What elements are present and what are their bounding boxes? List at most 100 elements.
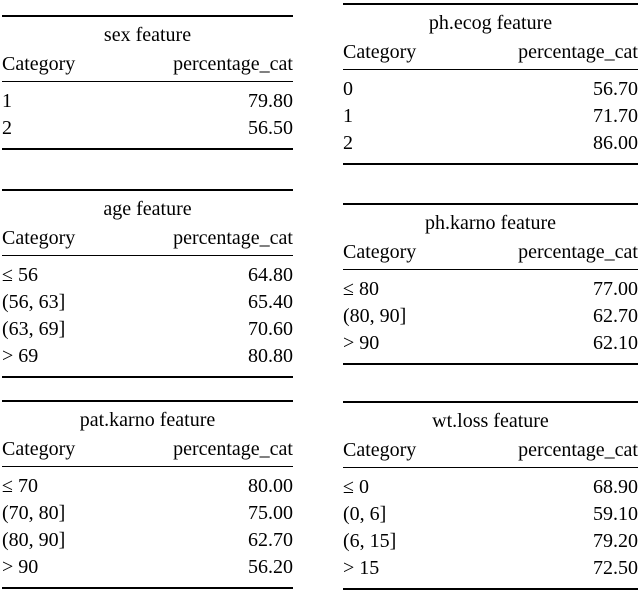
category-cell: 1: [343, 105, 353, 127]
category-cell: (80, 90]: [2, 529, 66, 551]
value-cell: 80.00: [248, 475, 293, 497]
table-ph-karno-feature: ph.karno feature Category percentage_cat…: [343, 203, 638, 365]
table-row: > 69 80.80: [2, 343, 293, 370]
column-header-category: Category: [2, 438, 76, 460]
table-row: > 15 72.50: [343, 555, 638, 582]
value-cell: 56.50: [248, 117, 293, 139]
table-body: ≤ 80 77.00 (80, 90] 62.70 > 90 62.10: [343, 270, 638, 363]
value-cell: 56.70: [593, 78, 638, 100]
table-title: ph.karno feature: [424, 212, 557, 234]
category-cell: (70, 80]: [2, 502, 66, 524]
column-header-percentage-cat: percentage_cat: [173, 438, 293, 460]
table-row: ≤ 80 77.00: [343, 276, 638, 303]
column-header-percentage-cat: percentage_cat: [173, 53, 293, 75]
value-cell: 80.80: [248, 345, 293, 367]
category-cell: ≤ 70: [2, 475, 38, 497]
column-header-percentage-cat: percentage_cat: [518, 439, 638, 461]
value-cell: 77.00: [593, 278, 638, 300]
value-cell: 79.20: [593, 530, 638, 552]
table-title: age feature: [103, 198, 192, 220]
category-cell: (80, 90]: [343, 305, 407, 327]
column-header-row: Category percentage_cat: [343, 238, 638, 266]
table-row: (6, 15] 79.20: [343, 528, 638, 555]
category-cell: 1: [2, 90, 12, 112]
table-pat-karno-feature: pat.karno feature Category percentage_ca…: [2, 400, 293, 589]
table-row: 0 56.70: [343, 76, 638, 103]
table-body: ≤ 0 68.90 (0, 6] 59.10 (6, 15] 79.20 > 1…: [343, 468, 638, 588]
table-row: > 90 56.20: [2, 554, 293, 581]
category-cell: (63, 69]: [2, 318, 66, 340]
column-header-percentage-cat: percentage_cat: [518, 241, 638, 263]
table-head: wt.loss feature Category percentage_cat: [343, 403, 638, 468]
value-cell: 62.70: [248, 529, 293, 551]
table-row: 1 79.80: [2, 88, 293, 115]
category-cell: ≤ 80: [343, 278, 379, 300]
column-header-category: Category: [2, 227, 76, 249]
table-head: pat.karno feature Category percentage_ca…: [2, 402, 293, 467]
value-cell: 65.40: [248, 291, 293, 313]
value-cell: 72.50: [593, 557, 638, 579]
column-header-row: Category percentage_cat: [343, 38, 638, 66]
category-cell: > 90: [2, 556, 39, 578]
table-title: wt.loss feature: [432, 410, 549, 432]
value-cell: 56.20: [248, 556, 293, 578]
column-header-row: Category percentage_cat: [2, 50, 293, 78]
value-cell: 59.10: [593, 503, 638, 525]
column-header-category: Category: [343, 41, 417, 63]
table-row: 2 56.50: [2, 115, 293, 142]
table-head: ph.karno feature Category percentage_cat: [343, 205, 638, 270]
table-ph-ecog-feature: ph.ecog feature Category percentage_cat …: [343, 3, 638, 165]
value-cell: 68.90: [593, 476, 638, 498]
value-cell: 75.00: [248, 502, 293, 524]
table-head: sex feature Category percentage_cat: [2, 17, 293, 82]
category-cell: > 15: [343, 557, 380, 579]
category-cell: 2: [2, 117, 12, 139]
category-cell: (6, 15]: [343, 530, 397, 552]
table-row: ≤ 70 80.00: [2, 473, 293, 500]
value-cell: 70.60: [248, 318, 293, 340]
value-cell: 86.00: [593, 132, 638, 154]
column-header-row: Category percentage_cat: [2, 435, 293, 463]
category-cell: > 90: [343, 332, 380, 354]
table-sex-feature: sex feature Category percentage_cat 1 79…: [2, 15, 293, 150]
column-header-percentage-cat: percentage_cat: [518, 41, 638, 63]
table-age-feature: age feature Category percentage_cat ≤ 56…: [2, 189, 293, 378]
table-row: 2 86.00: [343, 130, 638, 157]
table-row: (63, 69] 70.60: [2, 316, 293, 343]
category-cell: 2: [343, 132, 353, 154]
value-cell: 62.10: [593, 332, 638, 354]
category-cell: (0, 6]: [343, 503, 387, 525]
column-header-row: Category percentage_cat: [343, 436, 638, 464]
column-header-percentage-cat: percentage_cat: [173, 227, 293, 249]
value-cell: 62.70: [593, 305, 638, 327]
category-cell: ≤ 0: [343, 476, 369, 498]
column-header-category: Category: [343, 439, 417, 461]
table-row: 1 71.70: [343, 103, 638, 130]
table-row: ≤ 0 68.90: [343, 474, 638, 501]
table-row: (70, 80] 75.00: [2, 500, 293, 527]
table-head: ph.ecog feature Category percentage_cat: [343, 5, 638, 70]
value-cell: 64.80: [248, 264, 293, 286]
table-wt-loss-feature: wt.loss feature Category percentage_cat …: [343, 401, 638, 590]
table-row: (80, 90] 62.70: [343, 303, 638, 330]
table-row: ≤ 56 64.80: [2, 262, 293, 289]
value-cell: 79.80: [248, 90, 293, 112]
category-cell: (56, 63]: [2, 291, 66, 313]
table-title: ph.ecog feature: [428, 12, 553, 34]
column-header-category: Category: [343, 241, 417, 263]
table-row: (80, 90] 62.70: [2, 527, 293, 554]
column-header-category: Category: [2, 53, 76, 75]
table-head: age feature Category percentage_cat: [2, 191, 293, 256]
column-header-row: Category percentage_cat: [2, 224, 293, 252]
category-cell: ≤ 56: [2, 264, 38, 286]
table-body: 0 56.70 1 71.70 2 86.00: [343, 70, 638, 163]
table-row: (0, 6] 59.10: [343, 501, 638, 528]
table-title: sex feature: [103, 24, 192, 46]
table-row: > 90 62.10: [343, 330, 638, 357]
value-cell: 71.70: [593, 105, 638, 127]
category-cell: > 69: [2, 345, 39, 367]
table-body: ≤ 56 64.80 (56, 63] 65.40 (63, 69] 70.60…: [2, 256, 293, 376]
category-cell: 0: [343, 78, 353, 100]
table-row: (56, 63] 65.40: [2, 289, 293, 316]
